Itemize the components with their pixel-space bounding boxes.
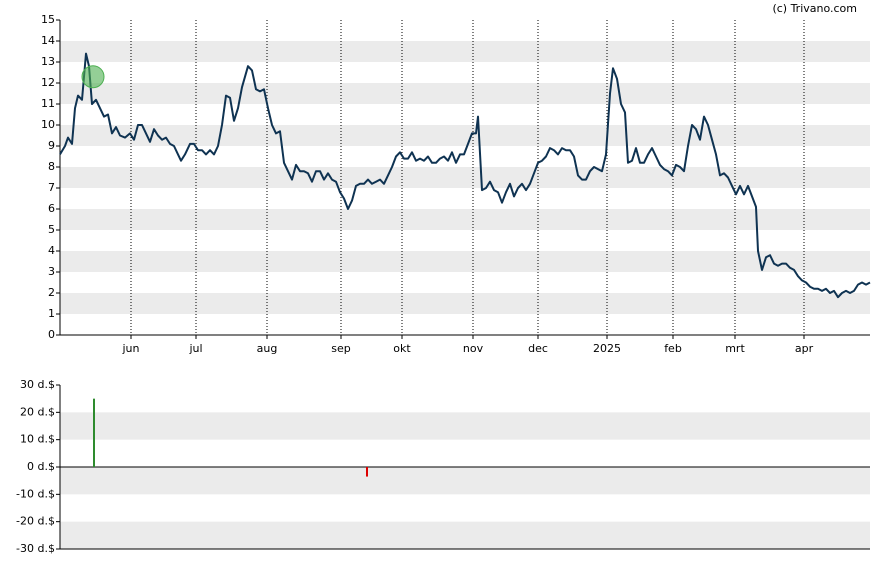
- x-tick-label: sep: [331, 342, 350, 355]
- y-tick-label: 15: [41, 13, 55, 26]
- x-tick-label: nov: [463, 342, 484, 355]
- y-tick-label: 7: [48, 181, 55, 194]
- grid-band: [60, 521, 870, 549]
- bar: [93, 398, 95, 467]
- y-tick-label: 30 d.$: [20, 378, 55, 391]
- grid-band: [60, 467, 870, 495]
- source: (c) Trivano.com: [772, 2, 857, 15]
- y-tick-label: 13: [41, 55, 55, 68]
- y-tick-label: 0: [48, 328, 55, 341]
- y-tick-label: 20 d.$: [20, 405, 55, 418]
- grid-band: [60, 125, 870, 146]
- y-tick-label: 10 d.$: [20, 433, 55, 446]
- y-tick-label: 10: [41, 118, 55, 131]
- dividend-marker: [81, 65, 105, 89]
- x-tick-label: okt: [393, 342, 411, 355]
- grid-band: [60, 167, 870, 188]
- price-line: [59, 52, 871, 299]
- grid-band: [60, 293, 870, 314]
- y-tick-label: 14: [41, 34, 55, 47]
- grid-band: [60, 41, 870, 62]
- grid-band: [60, 209, 870, 230]
- bar: [366, 467, 368, 477]
- grid-band: [60, 251, 870, 272]
- y-tick-label: 6: [48, 202, 55, 215]
- x-tick-label: jun: [122, 342, 140, 355]
- y-tick-label: 5: [48, 223, 55, 236]
- grid-band: [60, 412, 870, 440]
- x-tick-label: dec: [528, 342, 548, 355]
- x-tick-label: feb: [664, 342, 682, 355]
- grid-band: [60, 83, 870, 104]
- y-tick-label: 11: [41, 97, 55, 110]
- x-tick-label: aug: [257, 342, 278, 355]
- x-tick-label: jul: [188, 342, 202, 355]
- y-tick-label: 12: [41, 76, 55, 89]
- y-tick-label: -30 d.$: [16, 542, 55, 555]
- y-tick-label: -10 d.$: [16, 487, 55, 500]
- y-tick-label: 8: [48, 160, 55, 173]
- y-tick-label: 0 d.$: [27, 460, 55, 473]
- x-tick-label: apr: [795, 342, 814, 355]
- y-tick-label: 4: [48, 244, 55, 257]
- y-tick-label: 9: [48, 139, 55, 152]
- y-tick-label: -20 d.$: [16, 515, 55, 528]
- y-tick-label: 3: [48, 265, 55, 278]
- y-tick-label: 2: [48, 286, 55, 299]
- y-tick-label: 1: [48, 307, 55, 320]
- x-tick-label: mrt: [725, 342, 745, 355]
- x-tick-label: 2025: [593, 342, 621, 355]
